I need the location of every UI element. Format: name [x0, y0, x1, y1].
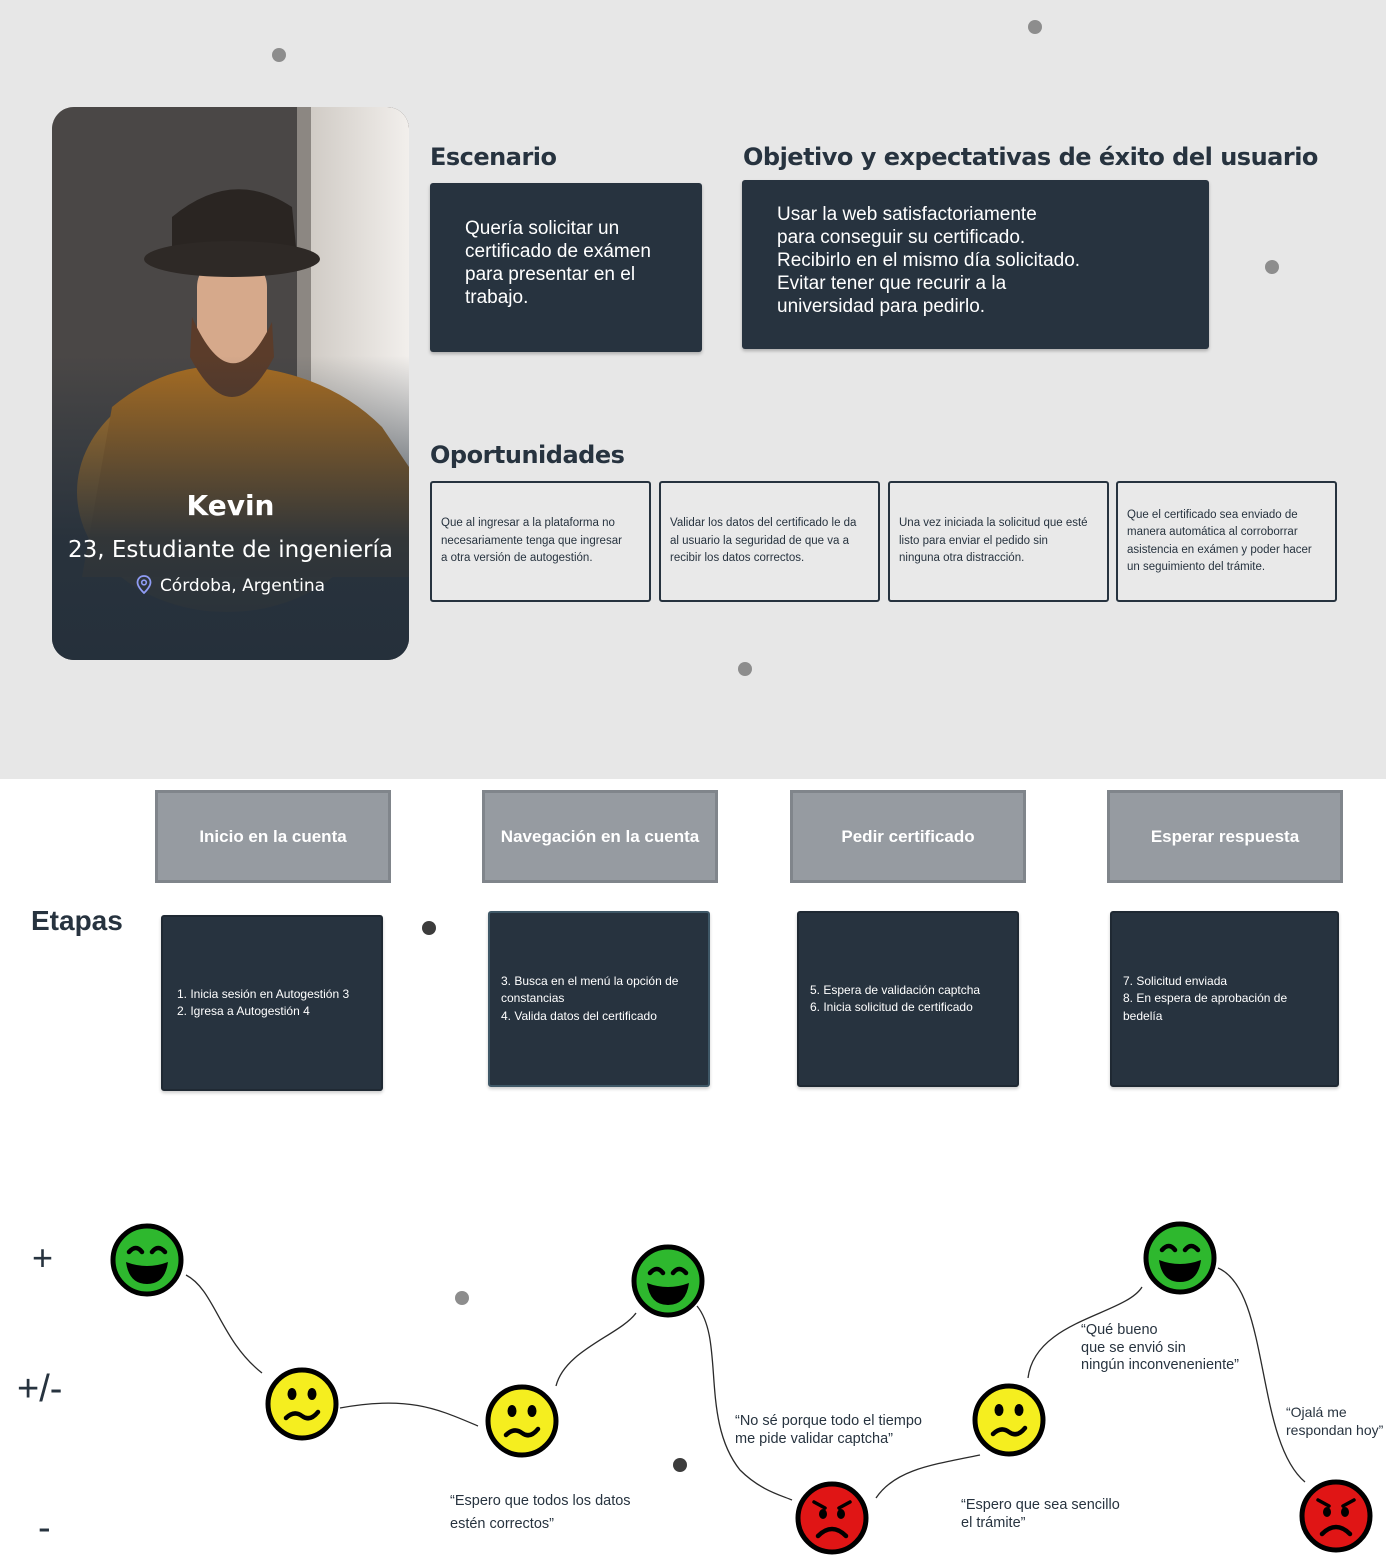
persona-name: Kevin [186, 489, 275, 522]
decor-dot [673, 1458, 687, 1472]
emotion-quote: “Qué bueno que se envió sin ningún inconve… [1081, 1322, 1240, 1373]
emotion-happy-icon [1142, 1220, 1218, 1296]
objetivo-box: Usar la web satisfactoriamente para conse… [742, 180, 1209, 349]
decor-dot [738, 662, 752, 676]
oportunidad-card: Que al ingresar a la plataforma no necesa… [430, 481, 651, 602]
stage-header: Pedir certificado [790, 790, 1026, 883]
decor-dot [1265, 260, 1279, 274]
emotion-quote: “No sé porque todo el tiempo me pide vali… [735, 1413, 922, 1447]
oportunidad-card: Una vez iniciada la solicitud que esté li… [888, 481, 1109, 602]
etapas-label: Etapas [31, 905, 123, 936]
stage-steps: 7. Solicitud enviada 8. En espera de apro… [1110, 911, 1339, 1087]
location-pin-icon [136, 575, 152, 595]
persona-card: Kevin 23, Estudiante de ingeniería Córdo… [52, 107, 409, 660]
objetivo-title: Objetivo y expectativas de éxito del usu… [743, 143, 1318, 171]
emotion-neutral-icon [484, 1383, 560, 1459]
stage-steps: 5. Espera de validación captcha 6. Inicia… [797, 911, 1019, 1087]
stage-header: Navegación en la cuenta [482, 790, 718, 883]
decor-dot [1028, 20, 1042, 34]
persona-role: 23, Estudiante de ingeniería [68, 537, 393, 563]
emotion-sad-icon [794, 1480, 870, 1556]
emotion-happy-icon [630, 1243, 706, 1319]
stage-header: Inicio en la cuenta [155, 790, 391, 883]
emotion-neutral-icon [971, 1382, 1047, 1458]
stage-steps: 3. Busca en el menú la opción de constanc… [488, 911, 710, 1087]
emotion-happy-icon [109, 1222, 185, 1298]
decor-dot [422, 921, 436, 935]
emotion-neutral-icon [264, 1366, 340, 1442]
decor-dot [272, 48, 286, 62]
oportunidades-title: Oportunidades [430, 441, 625, 469]
escenario-box: Quería solicitar un certificado de exámen… [430, 183, 702, 352]
level-neutral: +/- [17, 1368, 63, 1410]
level-negative: - [38, 1507, 51, 1549]
objetivo-text: Usar la web satisfactoriamente para conse… [777, 204, 1081, 317]
emotion-quote: “Ojalá me respondan hoy” [1286, 1404, 1384, 1438]
emotion-quote: “Espero que sea sencillo el trámite” [961, 1497, 1120, 1531]
persona-photo [52, 107, 409, 660]
oportunidad-card: Que el certificado sea enviado de manera … [1116, 481, 1337, 602]
oportunidad-card: Validar los datos del certificado le da a… [659, 481, 880, 602]
emotion-quote: “Espero que todos los datos estén correct… [450, 1493, 631, 1532]
level-positive: + [32, 1237, 54, 1278]
escenario-text: Quería solicitar un certificado de exámen… [465, 218, 651, 308]
decor-dot [455, 1291, 469, 1305]
stage-steps: 1. Inicia sesión en Autogestión 3 2. Igre… [161, 915, 383, 1091]
emotion-sad-icon [1298, 1478, 1374, 1554]
stage-header: Esperar respuesta [1107, 790, 1343, 883]
persona-location: Córdoba, Argentina [52, 575, 409, 596]
escenario-title: Escenario [430, 143, 557, 171]
